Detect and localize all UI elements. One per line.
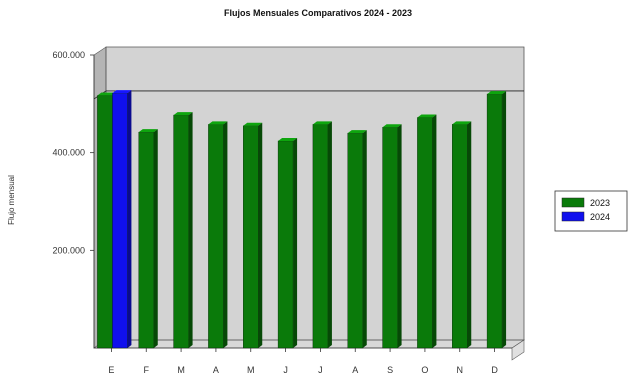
bar-2023-s-8-top xyxy=(382,124,402,128)
bar-2023-j-5-side xyxy=(293,137,298,348)
floor-edge xyxy=(511,339,525,361)
bar-2023-m-4-front xyxy=(243,125,259,349)
chart-title: Flujos Mensuales Comparativos 2024 - 202… xyxy=(224,8,412,18)
bar-2023-a-7-front xyxy=(347,132,363,349)
bar-2023-m-4-side xyxy=(258,122,263,348)
bar-2024-e-0-top xyxy=(112,90,132,94)
bar-2023-j-5-top xyxy=(278,137,298,141)
plot-walls xyxy=(93,46,525,361)
legend-label-2023: 2023 xyxy=(590,198,610,208)
legend-swatch-2023 xyxy=(561,197,585,208)
bar-2023-n-10-front xyxy=(452,124,468,349)
legend-label-2024: 2024 xyxy=(590,212,610,222)
x-tick-label: A xyxy=(352,365,358,375)
bar-2023-e-0-top xyxy=(97,92,117,96)
bar-2023-o-9-top xyxy=(417,114,437,118)
bar-2023-d-11-top xyxy=(487,91,507,95)
bar-2023-f-1-top xyxy=(138,129,158,133)
bar-2024-e-0-front xyxy=(112,92,128,349)
bar-2023-e-0-front xyxy=(97,95,113,349)
bar-2023-a-7-top xyxy=(347,130,367,134)
bar-2023-n-10-top xyxy=(452,121,472,125)
bar-2023-o-9-front xyxy=(417,117,433,349)
x-tick-label: A xyxy=(213,365,219,375)
bar-2024-e-0 xyxy=(112,90,132,349)
bar-2023-m-2-top xyxy=(173,112,193,116)
bars-group xyxy=(97,90,507,349)
bar-2023-d-11-side xyxy=(502,91,507,349)
x-tick-label: F xyxy=(144,365,150,375)
x-tick-label: E xyxy=(108,365,114,375)
bar-2023-m-2-front xyxy=(173,114,189,349)
y-axis-label: Flujo mensual xyxy=(7,175,16,225)
y-tick-label: 400.000 xyxy=(52,148,85,158)
bar-2023-j-6-front xyxy=(312,124,329,349)
y-tick-label: 600.000 xyxy=(52,50,85,60)
x-tick-label: M xyxy=(177,365,185,375)
bar-2023-o-9 xyxy=(417,114,437,349)
x-tick-label: M xyxy=(247,365,255,375)
bar-2023-s-8-side xyxy=(397,124,402,348)
bar-2023-m-2 xyxy=(173,112,193,349)
x-tick-label: J xyxy=(318,365,323,375)
bar-2023-j-6 xyxy=(312,121,332,349)
bar-2023-d-11 xyxy=(486,91,507,349)
bar-2023-a-3 xyxy=(208,121,228,349)
bar-2023-f-1-side xyxy=(153,129,158,348)
bar-2023-m-2-side xyxy=(188,112,193,348)
legend-swatch-2024 xyxy=(561,211,585,222)
bar-2023-j-5 xyxy=(277,137,298,349)
x-tick-label: J xyxy=(283,365,288,375)
bar-2023-m-4 xyxy=(243,122,263,349)
x-tick-label: O xyxy=(421,365,428,375)
back-wall xyxy=(94,47,524,348)
bar-2023-s-8-front xyxy=(382,127,398,349)
bar-2023-n-10-side xyxy=(467,121,472,349)
bar-2023-f-1-front xyxy=(138,131,154,349)
bar-2023-f-1 xyxy=(138,129,158,349)
bar-2023-a-7 xyxy=(347,130,367,349)
bar-2023-a-3-front xyxy=(208,124,224,349)
bar-2023-a-3-top xyxy=(208,121,228,125)
bar-2023-n-10 xyxy=(452,121,472,349)
bar-2023-s-8 xyxy=(382,124,402,349)
bar-2024-e-0-side xyxy=(127,90,132,348)
bar-2023-m-4-top xyxy=(243,122,263,126)
bar-2023-a-3-side xyxy=(223,121,228,349)
bar-2023-j-6-top xyxy=(312,121,332,125)
legend-box xyxy=(554,190,628,232)
bar-2023-o-9-side xyxy=(432,114,437,348)
y-tick-label: 200.000 xyxy=(52,245,85,255)
bar-2023-d-11-front xyxy=(486,93,503,349)
y-axis-ticks: 200.000 400.000 600.000 xyxy=(52,50,94,255)
legend: 2023 2024 xyxy=(554,190,628,232)
x-tick-label: N xyxy=(457,365,464,375)
bar-2023-j-6-side xyxy=(327,121,332,349)
bar-2023-j-5-front xyxy=(277,140,294,349)
x-tick-label: S xyxy=(387,365,393,375)
x-tick-label: D xyxy=(491,365,498,375)
bar-2023-a-7-side xyxy=(362,130,367,348)
